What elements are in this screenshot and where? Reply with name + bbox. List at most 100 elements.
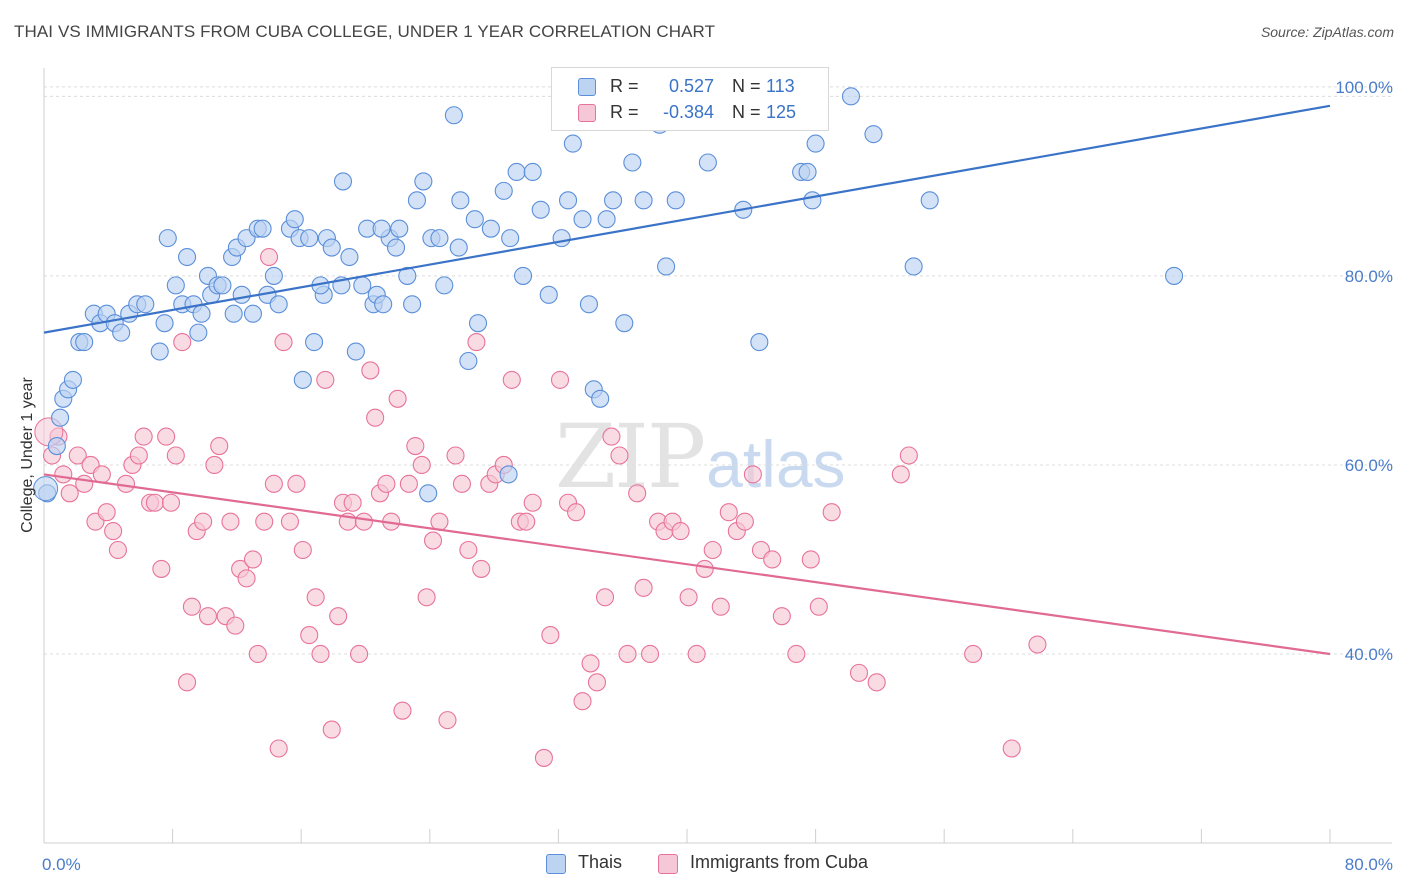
point-cuba	[287, 474, 306, 493]
point-cuba	[446, 446, 465, 465]
point-cuba	[161, 493, 181, 512]
legend-swatch-thais	[546, 854, 566, 874]
point-cuba	[822, 503, 841, 522]
point-cuba	[354, 512, 373, 531]
point-cuba	[541, 626, 560, 645]
point-thais	[398, 266, 417, 285]
point-thais	[904, 257, 923, 276]
point-cuba	[205, 455, 224, 475]
point-cuba	[75, 474, 94, 493]
correlation-legend: R = 0.527 N = 113 R = -0.384 N = 125	[551, 67, 829, 131]
point-cuba	[610, 446, 629, 465]
point-thais	[293, 370, 312, 389]
point-thais	[507, 162, 526, 182]
point-cuba	[719, 503, 738, 522]
point-cuba	[157, 427, 176, 446]
point-thais	[189, 323, 208, 342]
point-thais	[623, 153, 642, 172]
point-cuba	[152, 559, 171, 578]
point-thais	[340, 247, 359, 267]
point-cuba	[68, 446, 87, 465]
point-cuba	[634, 578, 653, 597]
point-thais	[1165, 266, 1184, 285]
point-thais	[864, 125, 883, 144]
point-thais	[494, 181, 513, 200]
point-thais	[499, 465, 518, 484]
point-cuba	[602, 427, 621, 446]
point-cuba	[867, 673, 886, 692]
point-cuba	[116, 474, 136, 493]
point-cuba	[452, 474, 472, 493]
point-thais	[803, 191, 822, 210]
point-cuba	[221, 512, 240, 531]
point-thais	[615, 314, 634, 333]
point-cuba	[679, 588, 698, 607]
point-cuba	[472, 559, 491, 578]
point-cuba	[54, 465, 73, 484]
point-thais	[158, 229, 177, 248]
point-thais	[597, 210, 616, 229]
point-thais	[178, 247, 197, 267]
point-thais	[459, 351, 478, 371]
point-thais	[451, 191, 470, 210]
point-thais	[750, 333, 769, 352]
point-thais	[75, 333, 94, 352]
point-cuba	[322, 720, 341, 739]
point-cuba	[226, 616, 245, 635]
series-cuba-points	[34, 247, 1047, 767]
point-cuba	[406, 436, 425, 456]
x-tick-label-start: 0.0%	[42, 855, 81, 874]
point-thais	[407, 191, 426, 210]
trend-line-thais	[43, 104, 1331, 334]
point-thais	[798, 162, 817, 182]
point-cuba	[587, 673, 607, 692]
point-thais	[333, 172, 353, 191]
point-cuba	[671, 522, 690, 541]
point-thais	[300, 229, 319, 248]
point-cuba	[104, 522, 123, 541]
legend-row-thais: R = 0.527 N = 113	[552, 74, 828, 100]
point-cuba	[329, 607, 348, 626]
point-cuba	[210, 436, 229, 456]
point-cuba	[178, 673, 197, 692]
legend-n-value: 113	[766, 76, 795, 96]
point-cuba	[703, 540, 722, 560]
point-thais	[634, 191, 653, 210]
point-thais	[531, 200, 550, 219]
legend-swatch-cuba	[578, 104, 596, 122]
point-thais	[166, 276, 185, 295]
source-credit: Source: ZipAtlas.com	[1260, 24, 1394, 40]
point-thais	[285, 210, 304, 229]
point-cuba	[687, 644, 706, 664]
point-thais	[444, 106, 463, 125]
point-cuba	[567, 503, 586, 522]
point-cuba	[743, 465, 762, 484]
point-cuba	[695, 559, 714, 578]
point-cuba	[300, 626, 319, 645]
point-cuba	[350, 644, 369, 664]
point-cuba	[129, 446, 148, 465]
point-cuba	[581, 654, 600, 673]
point-thais	[449, 238, 468, 257]
point-cuba	[259, 247, 279, 267]
point-cuba	[964, 644, 983, 664]
point-cuba	[134, 427, 153, 446]
axes	[43, 68, 1392, 844]
point-cuba	[166, 446, 185, 465]
point-cuba	[550, 370, 570, 389]
point-cuba	[899, 446, 918, 465]
trend-lines	[43, 104, 1331, 656]
point-cuba	[393, 701, 412, 720]
point-thais	[63, 370, 82, 389]
legend-n-label: N =	[732, 76, 761, 96]
point-thais	[213, 276, 232, 295]
x-tick-label-end: 80.0%	[1345, 855, 1393, 874]
tick-labels: 40.0% 60.0% 80.0% 100.0% 0.0% 80.0%	[42, 78, 1393, 874]
point-cuba	[264, 474, 283, 493]
point-cuba	[467, 333, 486, 352]
point-thais	[666, 191, 685, 210]
legend-swatch-thais	[578, 78, 596, 96]
point-thais	[698, 153, 717, 172]
legend-label-thais: Thais	[578, 852, 623, 872]
legend-label-cuba: Immigrants from Cuba	[690, 852, 869, 872]
